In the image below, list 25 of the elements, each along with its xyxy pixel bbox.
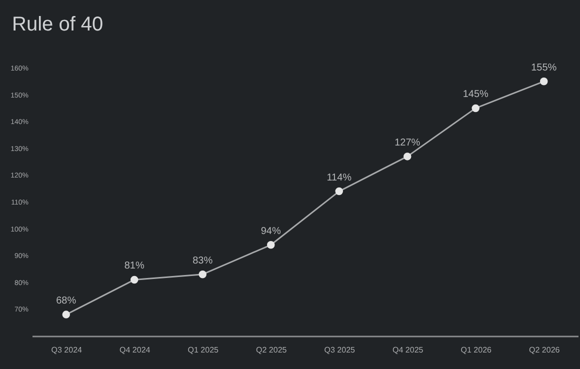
point bbox=[540, 78, 548, 86]
data-label: 83% bbox=[192, 255, 213, 266]
point bbox=[267, 241, 275, 249]
point bbox=[62, 310, 70, 318]
data-label: 114% bbox=[326, 172, 352, 184]
point bbox=[130, 276, 138, 284]
chart-title: Rule of 40 bbox=[12, 13, 104, 36]
x-tick-label: Q4 2025 bbox=[392, 346, 424, 354]
data-label: 145% bbox=[462, 89, 489, 100]
data-label: 94% bbox=[260, 226, 281, 237]
x-tick-label: Q4 2024 bbox=[120, 346, 151, 354]
x-tick-label: Q2 2025 bbox=[256, 346, 288, 354]
point bbox=[198, 270, 206, 278]
data-label: 155% bbox=[531, 62, 557, 74]
data-label: 68% bbox=[56, 296, 76, 307]
data-label: 127% bbox=[394, 137, 420, 148]
point bbox=[404, 152, 412, 160]
point bbox=[335, 187, 343, 196]
x-tick-label: Q1 2026 bbox=[460, 346, 492, 354]
x-tick-label: Q3 2025 bbox=[324, 346, 356, 354]
x-tick-label: Q2 2026 bbox=[529, 346, 560, 354]
point bbox=[472, 104, 480, 112]
x-tick-label: Q3 2024 bbox=[51, 346, 83, 354]
x-tick-label: Q1 2025 bbox=[188, 346, 220, 354]
data-label: 81% bbox=[124, 260, 144, 272]
